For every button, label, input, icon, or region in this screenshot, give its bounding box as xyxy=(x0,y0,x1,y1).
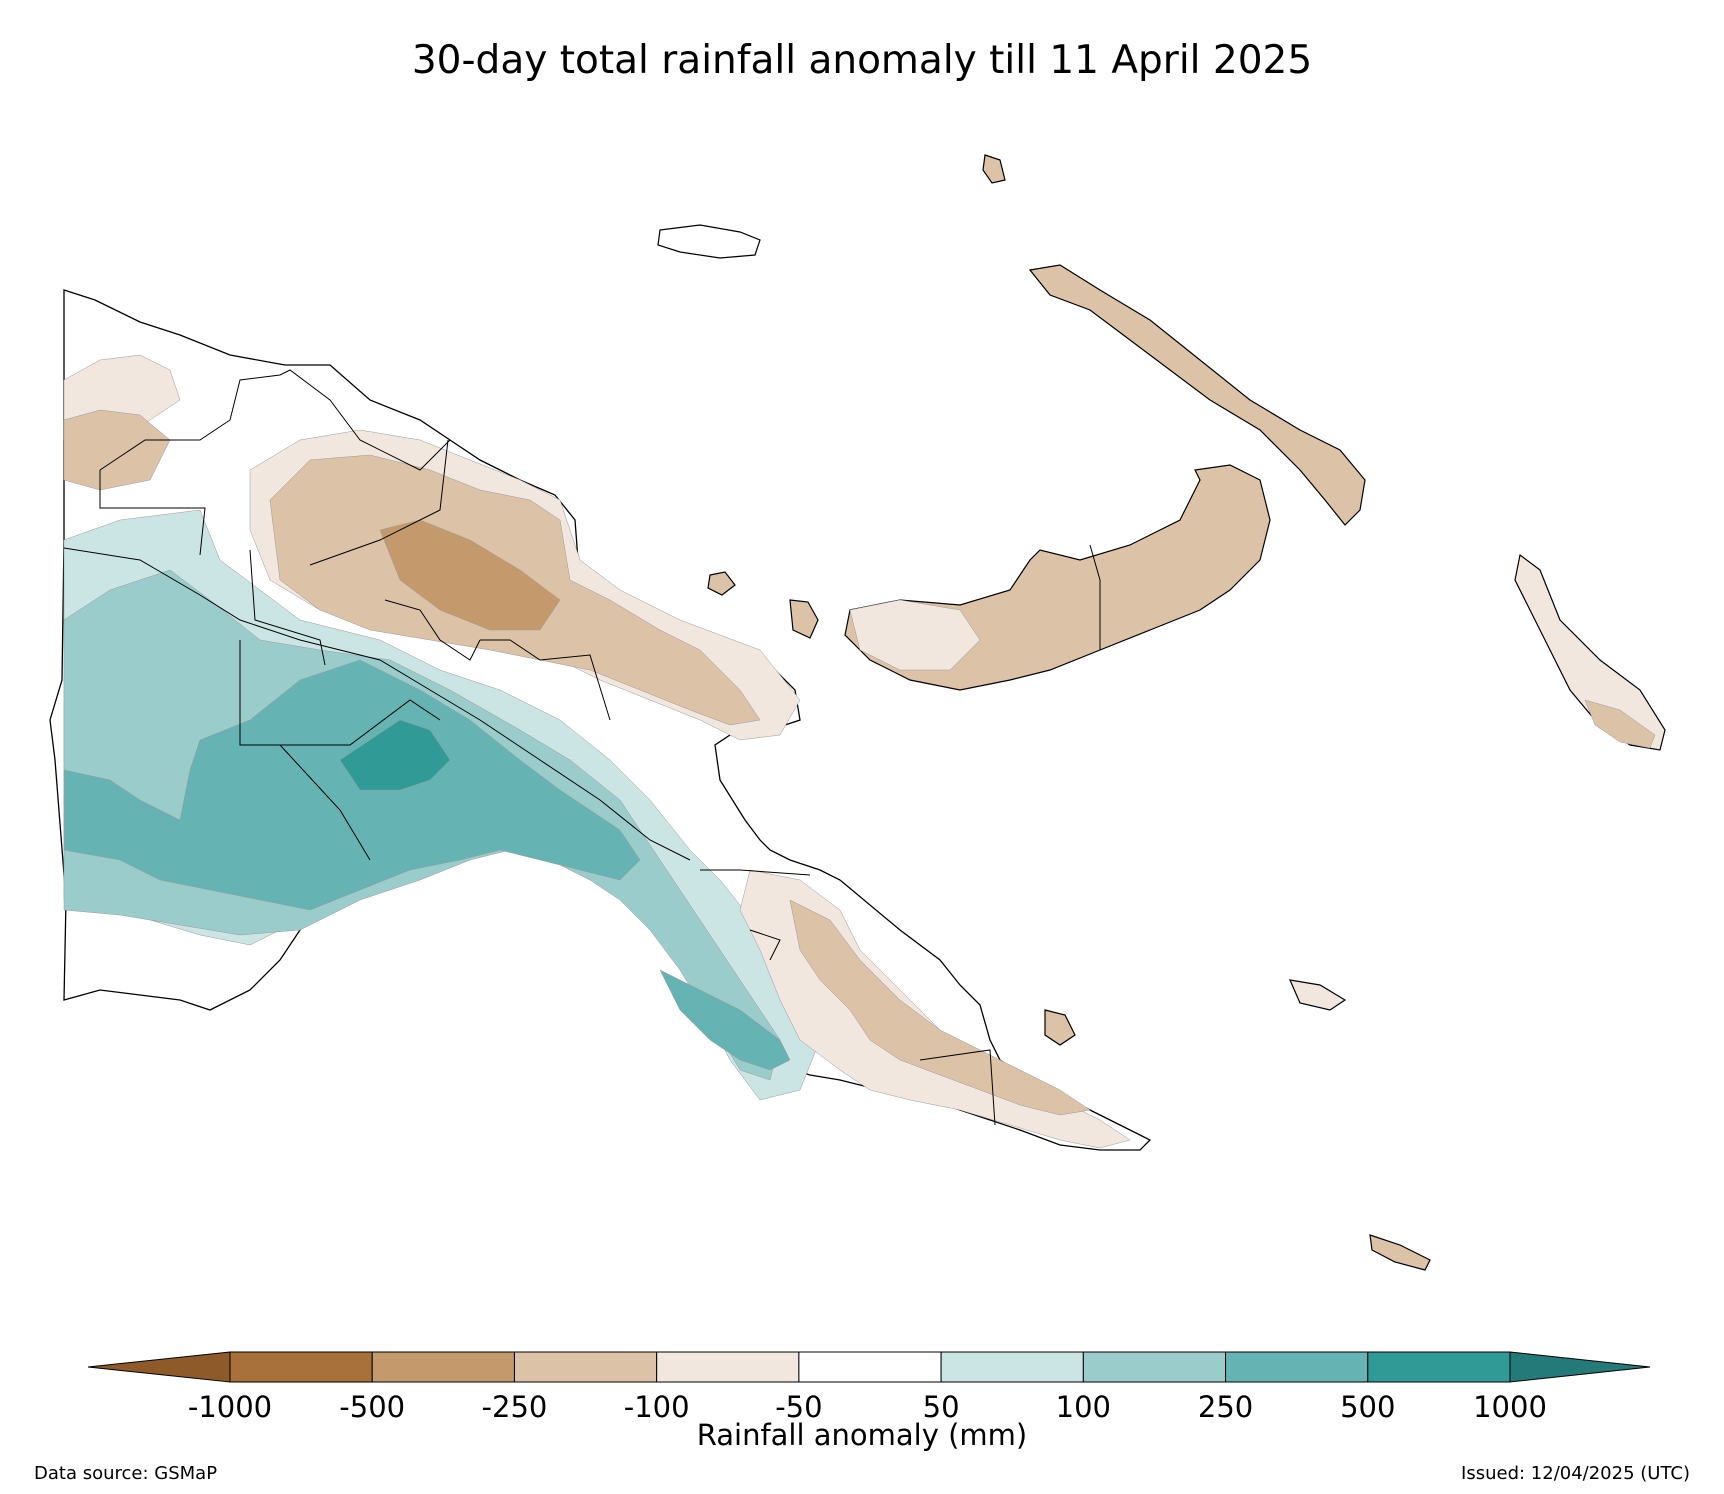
colorbar-tick-label: 500 xyxy=(1340,1390,1396,1424)
dry-moderate-southeast xyxy=(789,899,1091,1116)
colorbar-tick-label: -250 xyxy=(481,1390,548,1424)
dry-moderate-north xyxy=(63,409,171,491)
colorbar-tick-label: -100 xyxy=(623,1390,690,1424)
trobriand-island xyxy=(1044,1009,1076,1046)
manus-island xyxy=(657,224,761,259)
colorbar-tick-label: -50 xyxy=(775,1390,823,1424)
milne-bay-island-2 xyxy=(1289,979,1347,1011)
data-source-note: Data source: GSMaP xyxy=(34,1463,218,1484)
colorbar-tick-label: 250 xyxy=(1197,1390,1254,1424)
new-ireland xyxy=(1028,264,1366,526)
colorbar-tick-label: -500 xyxy=(339,1390,406,1424)
long-island xyxy=(789,599,819,639)
dry-heavy-highlands xyxy=(379,519,561,631)
province-boundaries xyxy=(63,369,1101,1126)
wet-heavy-southeast xyxy=(659,969,791,1071)
colorbar-tick-label: 100 xyxy=(1055,1390,1112,1424)
bougainville-dry xyxy=(1584,699,1656,749)
new-britain-light xyxy=(849,599,981,671)
wet-extreme-zone xyxy=(339,719,451,791)
small-island-north xyxy=(982,154,1006,184)
milne-bay-island-1 xyxy=(1369,1234,1431,1271)
colorbar-tick-label: 50 xyxy=(922,1390,960,1424)
colorbar-title: Rainfall anomaly (mm) xyxy=(696,1418,1028,1452)
karkar-island xyxy=(707,571,736,596)
bougainville xyxy=(1514,553,1666,751)
colorbar-tick-label: -1000 xyxy=(187,1390,273,1424)
wet-heavy-zone xyxy=(63,659,641,911)
map-title: 30-day total rainfall anomaly till 11 Ap… xyxy=(411,38,1313,83)
colorbar-tick-label: 1000 xyxy=(1473,1390,1547,1424)
issued-date-note: Issued: 12/04/2025 (UTC) xyxy=(1461,1463,1690,1484)
